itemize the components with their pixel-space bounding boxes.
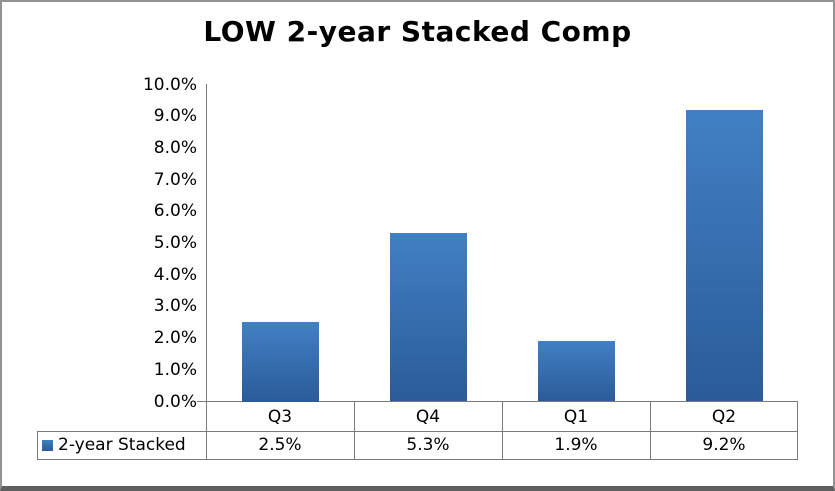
table-grid-line <box>37 431 798 432</box>
table-value-cell: 2.5% <box>258 435 302 455</box>
table-category-cell: Q2 <box>711 406 737 427</box>
table-category-cell: Q1 <box>563 406 589 427</box>
y-axis-tick-label: 1.0% <box>153 359 197 380</box>
table-grid-line <box>354 402 355 460</box>
chart-title: LOW 2-year Stacked Comp <box>203 15 632 48</box>
table-value-row: 2-year Stacked 2.5% 5.3% 1.9% 9.2% <box>37 431 798 459</box>
table-grid-line <box>502 402 503 460</box>
y-axis-tick-label: 7.0% <box>153 169 197 190</box>
y-axis-tick-label: 6.0% <box>153 201 197 222</box>
bar-q1 <box>537 341 615 402</box>
y-axis-tick-label: 2.0% <box>153 328 197 349</box>
table-category-cell: Q4 <box>415 406 441 427</box>
table-category-row: Q3 Q4 Q1 Q2 <box>206 402 798 431</box>
y-axis-tick-label: 4.0% <box>153 264 197 285</box>
table-value-cell: 9.2% <box>702 435 746 455</box>
table-grid-line <box>797 402 798 460</box>
table-grid-line <box>37 459 798 460</box>
y-axis-line <box>206 84 207 460</box>
legend-series-marker-icon <box>42 439 53 451</box>
bar-q3 <box>241 322 319 402</box>
table-grid-line <box>37 431 38 460</box>
table-value-cell: 1.9% <box>554 435 598 455</box>
legend-series-label: 2-year Stacked <box>58 435 186 455</box>
y-axis-tick-label: 3.0% <box>153 296 197 317</box>
y-axis-tick-label: 9.0% <box>153 106 197 127</box>
table-value-cell: 5.3% <box>406 435 450 455</box>
table-grid-line <box>650 402 651 460</box>
y-axis-tick-label: 0.0% <box>153 391 197 412</box>
bar-q2 <box>685 109 763 402</box>
y-axis-tick-label: 10.0% <box>142 74 197 95</box>
y-axis-tick-label: 5.0% <box>153 233 197 253</box>
legend-cell: 2-year Stacked <box>37 431 206 459</box>
table-category-cell: Q3 <box>267 406 293 427</box>
y-axis-tick-label: 8.0% <box>153 137 197 158</box>
x-axis-line <box>197 401 798 402</box>
bar-q4 <box>389 233 467 402</box>
